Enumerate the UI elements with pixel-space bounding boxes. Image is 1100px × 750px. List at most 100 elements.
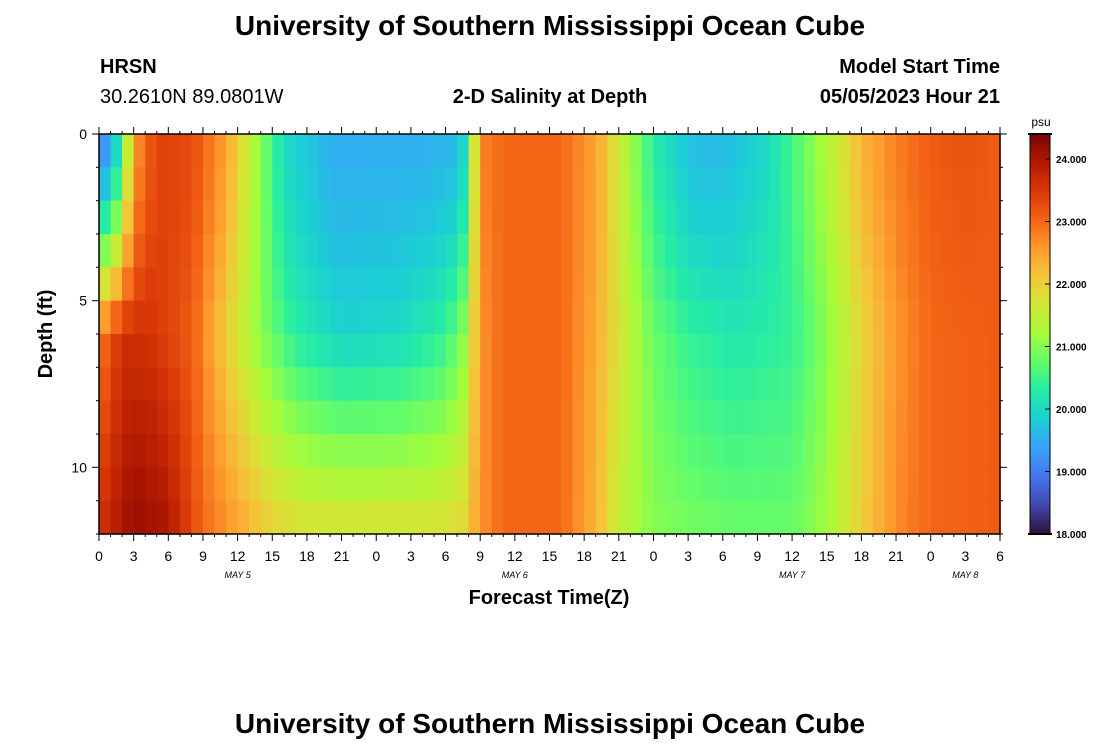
heatmap-cell <box>260 234 273 268</box>
heatmap-cell <box>214 434 227 468</box>
heatmap-cell <box>514 367 527 402</box>
heatmap-cell <box>410 467 424 502</box>
heatmap-cell <box>872 200 886 235</box>
heatmap-cell <box>503 200 516 235</box>
heatmap-cell <box>988 400 1001 435</box>
heatmap-cell <box>907 167 920 202</box>
heatmap-cell <box>665 367 678 402</box>
heatmap-cell <box>618 267 631 302</box>
heatmap-cell <box>491 167 504 202</box>
heatmap-cell <box>757 200 770 235</box>
heatmap-cell <box>168 200 181 235</box>
heatmap-cell <box>815 200 828 235</box>
heatmap-cell <box>549 200 562 235</box>
heatmap-cell <box>179 134 193 168</box>
heatmap-cell <box>503 500 516 535</box>
heatmap-cell <box>99 200 112 235</box>
heatmap-cell <box>722 134 735 168</box>
heatmap-cell <box>942 267 955 302</box>
heatmap-cell <box>561 434 574 468</box>
heatmap-cell <box>237 300 250 335</box>
heatmap-cell <box>584 400 597 435</box>
heatmap-cell <box>745 134 759 168</box>
heatmap-cell <box>549 367 562 402</box>
heatmap-cell <box>688 234 701 268</box>
heatmap-cell <box>387 167 400 202</box>
heatmap-cell <box>838 267 851 302</box>
heatmap-cell <box>988 500 1001 535</box>
heatmap-cell <box>457 300 470 335</box>
heatmap-cell <box>353 434 366 468</box>
heatmap-cell <box>630 467 643 502</box>
colorbar: psu 24.000 23.000 22.000 21.000 20.000 19.000… <box>1028 115 1087 541</box>
heatmap-cell <box>399 467 412 502</box>
heatmap-cell <box>191 134 204 168</box>
heatmap-cell <box>595 500 608 535</box>
heatmap-cell <box>872 300 886 335</box>
heatmap-cell <box>156 400 169 435</box>
heatmap-cell <box>133 500 146 535</box>
heatmap-cell <box>249 267 262 302</box>
heatmap-cell <box>387 400 400 435</box>
heatmap-cell <box>226 434 239 468</box>
heatmap-cell <box>595 200 608 235</box>
heatmap-cell <box>734 434 747 468</box>
heatmap-cell <box>699 300 712 335</box>
heatmap-cell <box>907 200 920 235</box>
heatmap-cell <box>896 434 909 468</box>
heatmap-cell <box>202 467 216 502</box>
heatmap-cell <box>826 267 839 302</box>
heatmap-cell <box>861 500 874 535</box>
heatmap-cell <box>445 300 458 335</box>
heatmap-cell <box>537 300 551 335</box>
heatmap-cell <box>260 467 273 502</box>
heatmap-cell <box>214 167 227 202</box>
heatmap-cell <box>249 500 262 535</box>
heatmap-cell <box>861 334 874 368</box>
heatmap-cell <box>584 200 597 235</box>
heatmap-cell <box>953 400 966 435</box>
heatmap-cell <box>976 134 990 168</box>
heatmap-cell <box>549 300 562 335</box>
heatmap-cell <box>480 200 493 235</box>
heatmap-cell <box>988 367 1001 402</box>
heatmap-cell <box>480 500 493 535</box>
heatmap-cell <box>826 400 839 435</box>
heatmap-cell <box>757 400 770 435</box>
heatmap-cell <box>99 334 112 368</box>
x-tick-label: 3 <box>684 548 692 564</box>
heatmap-cell <box>561 400 574 435</box>
heatmap-cell <box>896 134 909 168</box>
heatmap-cell <box>618 134 631 168</box>
heatmap-cell <box>584 467 597 502</box>
heatmap-cell <box>711 467 724 502</box>
heatmap-cell <box>641 300 655 335</box>
heatmap-cell <box>768 334 782 368</box>
heatmap-cell <box>283 500 296 535</box>
heatmap-cell <box>561 234 574 268</box>
heatmap-cell <box>283 167 296 202</box>
heatmap-cell <box>156 500 169 535</box>
colorbar-gradient <box>1029 133 1051 535</box>
heatmap-cell <box>491 300 504 335</box>
heatmap-cell <box>376 434 389 468</box>
heatmap-cell <box>849 300 862 335</box>
station-name: HRSN <box>100 56 157 78</box>
heatmap-cell <box>272 167 285 202</box>
heatmap-cell <box>757 267 770 302</box>
heatmap-cell <box>572 234 585 268</box>
heatmap-cell <box>399 500 412 535</box>
heatmap-cell <box>410 434 424 468</box>
heatmap-cell <box>145 367 158 402</box>
heatmap-cell <box>468 200 481 235</box>
heatmap-cell <box>722 500 735 535</box>
heatmap-cell <box>503 334 516 368</box>
heatmap-cell <box>711 134 724 168</box>
heatmap-cell <box>976 167 990 202</box>
heatmap-cell <box>722 300 735 335</box>
heatmap-cell <box>745 200 759 235</box>
heatmap-cell <box>792 434 805 468</box>
heatmap-cell <box>526 267 539 302</box>
heatmap-cell <box>872 234 886 268</box>
heatmap-cell <box>630 167 643 202</box>
